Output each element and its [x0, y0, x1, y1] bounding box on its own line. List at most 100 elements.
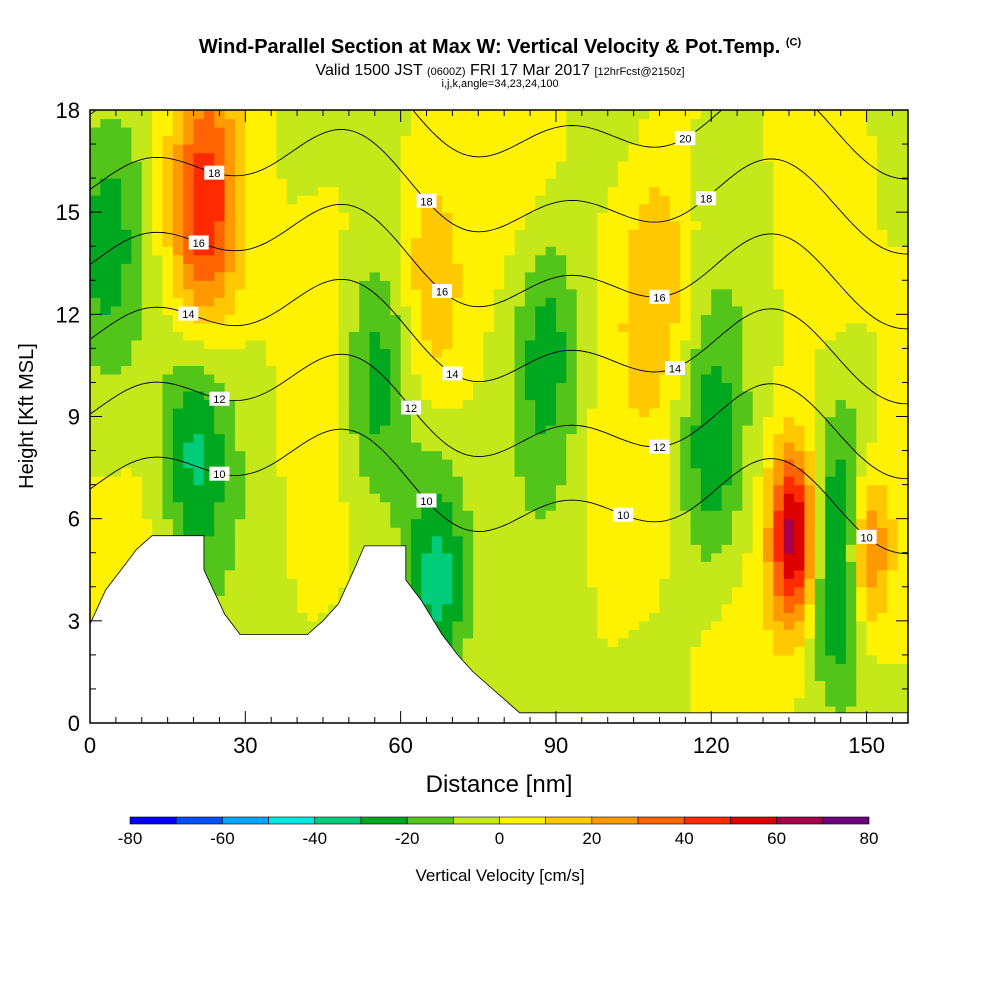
- velocity-cell: [121, 416, 133, 426]
- velocity-cell: [587, 339, 598, 349]
- velocity-cell: [421, 237, 433, 247]
- velocity-cell: [317, 484, 329, 494]
- velocity-cell: [545, 237, 557, 247]
- velocity-cell: [90, 561, 101, 571]
- velocity-cell: [555, 578, 567, 588]
- velocity-cell: [462, 390, 474, 401]
- velocity-cell: [618, 288, 630, 298]
- velocity-cell: [379, 493, 391, 503]
- velocity-cell: [618, 127, 630, 137]
- velocity-cell: [783, 144, 795, 154]
- velocity-cell: [224, 195, 236, 205]
- velocity-cell: [442, 399, 453, 409]
- velocity-cell: [307, 229, 319, 239]
- velocity-cell: [421, 518, 433, 528]
- velocity-cell: [245, 561, 257, 571]
- velocity-cell: [680, 237, 692, 247]
- velocity-cell: [410, 561, 422, 571]
- velocity-cell: [493, 433, 505, 443]
- velocity-cell: [514, 127, 526, 137]
- velocity-cell: [110, 127, 122, 137]
- velocity-cell: [597, 390, 609, 401]
- velocity-cell: [794, 322, 806, 332]
- velocity-cell: [245, 586, 257, 596]
- velocity-cell: [369, 152, 381, 162]
- velocity-cell: [131, 518, 143, 528]
- velocity-cell: [172, 450, 184, 460]
- velocity-cell: [680, 212, 692, 222]
- velocity-cell: [773, 416, 785, 426]
- velocity-cell: [255, 425, 267, 435]
- velocity-cell: [390, 518, 402, 528]
- velocity-cell: [731, 237, 743, 247]
- velocity-cell: [183, 237, 195, 247]
- velocity-cell: [628, 339, 640, 349]
- velocity-cell: [297, 169, 309, 179]
- velocity-cell: [431, 484, 443, 494]
- velocity-cell: [628, 297, 640, 307]
- velocity-cell: [286, 620, 298, 630]
- velocity-cell: [152, 390, 164, 401]
- velocity-cell: [587, 212, 598, 222]
- velocity-cell: [162, 186, 174, 196]
- velocity-cell: [390, 356, 402, 367]
- velocity-cell: [462, 356, 474, 367]
- velocity-cell: [566, 339, 578, 349]
- velocity-cell: [110, 314, 122, 324]
- velocity-cell: [162, 237, 174, 247]
- velocity-cell: [514, 442, 526, 452]
- velocity-cell: [618, 169, 630, 179]
- velocity-cell: [783, 297, 795, 307]
- velocity-cell: [266, 254, 277, 264]
- velocity-cell: [379, 399, 391, 409]
- velocity-cell: [638, 535, 650, 545]
- velocity-cell: [555, 493, 567, 503]
- velocity-cell: [234, 510, 246, 520]
- velocity-cell: [700, 561, 712, 571]
- velocity-cell: [731, 476, 743, 486]
- velocity-cell: [607, 459, 619, 469]
- velocity-cell: [783, 467, 795, 477]
- velocity-cell: [276, 518, 288, 528]
- velocity-cell: [576, 365, 588, 375]
- velocity-cell: [493, 254, 505, 264]
- velocity-cell: [234, 297, 246, 307]
- velocity-cell: [276, 527, 288, 537]
- velocity-cell: [721, 612, 733, 622]
- velocity-cell: [121, 305, 133, 315]
- velocity-cell: [473, 510, 485, 520]
- velocity-cell: [410, 305, 422, 315]
- velocity-cell: [121, 467, 133, 477]
- velocity-cell: [234, 382, 246, 392]
- velocity-cell: [431, 135, 443, 145]
- velocity-cell: [483, 382, 495, 392]
- velocity-cell: [245, 552, 257, 562]
- velocity-cell: [379, 203, 391, 213]
- velocity-cell: [587, 390, 598, 401]
- velocity-cell: [607, 169, 619, 179]
- velocity-cell: [555, 390, 567, 401]
- velocity-cell: [90, 186, 101, 196]
- velocity-cell: [524, 407, 536, 418]
- velocity-cell: [721, 195, 733, 205]
- velocity-cell: [286, 271, 298, 281]
- velocity-cell: [649, 467, 661, 477]
- velocity-cell: [193, 229, 205, 239]
- velocity-cell: [649, 612, 661, 622]
- velocity-cell: [369, 212, 381, 222]
- velocity-cell: [121, 348, 133, 358]
- velocity-cell: [473, 118, 485, 128]
- velocity-cell: [193, 144, 205, 154]
- velocity-cell: [421, 169, 433, 179]
- velocity-cell: [607, 493, 619, 503]
- velocity-cell: [297, 280, 309, 290]
- velocity-cell: [628, 671, 640, 682]
- velocity-cell: [649, 135, 661, 145]
- velocity-cell: [783, 254, 795, 264]
- velocity-cell: [773, 407, 785, 418]
- velocity-cell: [203, 144, 215, 154]
- velocity-cell: [555, 339, 567, 349]
- velocity-cell: [245, 595, 257, 605]
- velocity-cell: [245, 229, 257, 239]
- velocity-cell: [369, 314, 381, 324]
